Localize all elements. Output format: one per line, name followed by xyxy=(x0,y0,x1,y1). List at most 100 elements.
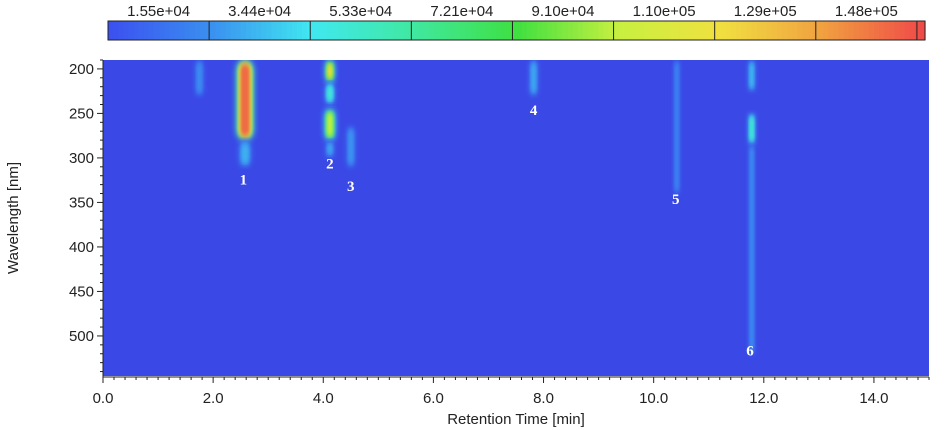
plot-background xyxy=(103,60,929,376)
colorbar-segment xyxy=(235,21,242,40)
colorbar-segment xyxy=(914,21,921,40)
x-tick-label: 12.0 xyxy=(749,390,778,407)
colorbar-segment xyxy=(250,21,257,40)
colorbar-segment xyxy=(194,21,201,40)
colorbar-segment xyxy=(552,21,558,40)
y-axis-title: Wavelength [nm] xyxy=(5,162,22,274)
peak-core xyxy=(531,64,536,92)
colorbar-segment xyxy=(215,21,221,40)
colorbar-segment xyxy=(358,21,364,40)
peak-core xyxy=(197,64,202,92)
colorbar-segment xyxy=(143,21,150,40)
colorbar-segment xyxy=(368,21,375,40)
colorbar-label: 1.55e+04 xyxy=(127,3,190,20)
colorbar-segment xyxy=(429,21,436,40)
colorbar-segment xyxy=(838,21,844,40)
colorbar-segment xyxy=(521,21,528,40)
colorbar-segment xyxy=(225,21,232,40)
x-axis-title: Retention Time [min] xyxy=(447,411,585,428)
colorbar-segment xyxy=(470,21,477,40)
peak-label-2: 2 xyxy=(326,157,334,173)
colorbar-segment xyxy=(271,21,278,40)
colorbar-segment xyxy=(787,21,793,40)
colorbar-segment xyxy=(613,21,620,40)
colorbar-segment xyxy=(123,21,130,40)
colorbar-segment xyxy=(174,21,181,40)
colorbar-segment xyxy=(516,21,523,40)
colorbar-segment xyxy=(919,21,926,40)
x-tick-label: 4.0 xyxy=(313,390,334,407)
peak-label-5: 5 xyxy=(672,192,680,208)
colorbar-segment xyxy=(322,21,329,40)
colorbar-segment xyxy=(409,21,415,40)
axes: 0.0 2.0 4.0 6.0 8.0 10.0 12.0 14.0 200250300350… xyxy=(69,59,930,407)
colorbar-border xyxy=(107,20,926,41)
colorbar-segment xyxy=(572,21,579,40)
colorbar-segment xyxy=(802,21,809,40)
colorbar-segment xyxy=(506,21,512,40)
colorbar-segment xyxy=(245,21,252,40)
y-ticks: 200 250 300 350 400 450 500 xyxy=(69,59,103,373)
colorbar-segment xyxy=(184,21,191,40)
peak-core xyxy=(749,64,754,88)
colorbar-segment xyxy=(593,21,599,40)
colorbar-segment xyxy=(894,21,901,40)
colorbar-segment xyxy=(817,21,824,40)
colorbar-segment xyxy=(536,21,543,40)
colorbar-segment xyxy=(296,21,303,40)
colorbar-segment xyxy=(526,21,533,40)
peak-core xyxy=(327,86,333,101)
colorbar-segment xyxy=(792,21,798,40)
peak-core xyxy=(675,64,679,190)
colorbar-segment xyxy=(710,21,717,40)
colorbar-segment xyxy=(628,21,635,40)
colorbar-segment xyxy=(302,21,308,40)
colorbar-segment xyxy=(654,21,661,40)
colorbar-label: 5.33e+04 xyxy=(329,3,392,20)
colorbar-segment xyxy=(363,21,370,40)
y-tick-label: 400 xyxy=(69,239,94,256)
peak-traces xyxy=(195,60,756,354)
colorbar-segment xyxy=(720,21,727,40)
colorbar-segment xyxy=(598,21,604,40)
colorbar-segment xyxy=(286,21,293,40)
colorbar-segment xyxy=(899,21,906,40)
y-tick-label: 300 xyxy=(69,150,94,167)
colorbar-segment xyxy=(685,21,691,40)
x-tick-label: 0.0 xyxy=(93,390,114,407)
colorbar-segment xyxy=(889,21,895,40)
colorbar-segment xyxy=(756,21,763,40)
colorbar-segment xyxy=(312,21,318,40)
colorbar-segment xyxy=(281,21,288,40)
y-tick-label: 350 xyxy=(69,194,94,211)
colorbar-segment xyxy=(644,21,650,40)
colorbar-segment xyxy=(557,21,564,40)
colorbar-segment xyxy=(148,21,155,40)
x-ticks: 0.0 2.0 4.0 6.0 8.0 10.0 12.0 14.0 xyxy=(93,377,930,407)
colorbar-label: 1.29e+05 xyxy=(734,3,797,20)
colorbar-segment xyxy=(378,21,385,40)
colorbar-segment xyxy=(741,21,747,40)
colorbar-segment xyxy=(455,21,461,40)
colorbar-segment xyxy=(240,21,247,40)
colorbar-label: 7.21e+04 xyxy=(430,3,493,20)
colorbar-segment xyxy=(480,21,487,40)
colorbar-segment xyxy=(261,21,267,40)
colorbar-label: 1.10e+05 xyxy=(633,3,696,20)
colorbar-segment xyxy=(450,21,456,40)
colorbar-segment xyxy=(577,21,584,40)
colorbar-segment xyxy=(649,21,655,40)
colorbar-segment xyxy=(460,21,467,40)
colorbar-segment xyxy=(276,21,283,40)
colorbar-segment xyxy=(669,21,676,40)
colorbar-segment xyxy=(501,21,507,40)
colorbar-segment xyxy=(317,21,324,40)
colorbar-segment xyxy=(695,21,701,40)
x-tick-label: 6.0 xyxy=(423,390,444,407)
colorbar-segment xyxy=(189,21,196,40)
peak-core xyxy=(348,130,353,163)
colorbar-segment xyxy=(827,21,834,40)
colorbar-segment xyxy=(771,21,778,40)
colorbar-segment xyxy=(220,21,227,40)
